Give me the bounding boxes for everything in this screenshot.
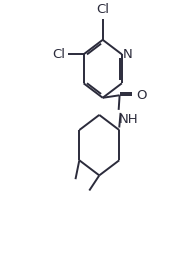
Text: NH: NH: [119, 113, 139, 126]
Text: Cl: Cl: [53, 48, 65, 61]
Text: O: O: [136, 89, 146, 102]
Text: N: N: [122, 48, 132, 61]
Text: Cl: Cl: [96, 3, 109, 16]
